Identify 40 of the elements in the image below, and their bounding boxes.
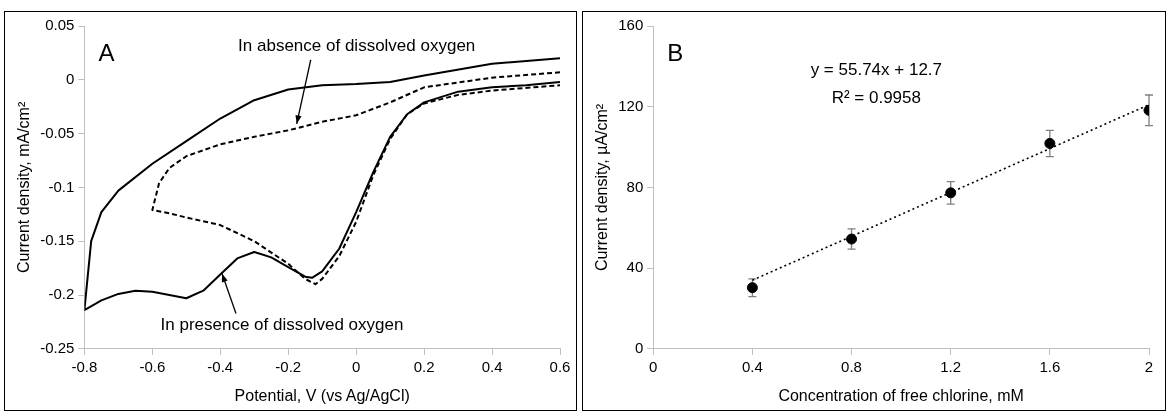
y-tick-label: 0.05 [45, 16, 75, 34]
text: A [98, 38, 115, 66]
y-axis-title: Current density, µA/cm² [593, 103, 611, 271]
x-tick-label: 0.4 [481, 357, 503, 375]
x-tick-label: 1.2 [940, 357, 962, 375]
x-tick-label: 0.8 [841, 357, 862, 375]
x-tick-label: -0.4 [207, 357, 234, 375]
point [846, 233, 858, 245]
annotation: R² = 0.9958 [831, 87, 921, 107]
x-tick-label: 2 [1144, 357, 1154, 375]
annotation: y = 55.74x + 12.7 [810, 59, 943, 79]
y-tick-label: 120 [618, 96, 644, 114]
y-tick-label: 0 [634, 338, 644, 356]
y-tick-label: -0.25 [40, 338, 75, 356]
x-tick-label: 0.6 [549, 357, 571, 375]
y-tick-label: 40 [626, 258, 644, 276]
x-tick-label: 0.4 [741, 357, 763, 375]
x-axis-title: Potential, V (vs Ag/AgCl) [234, 386, 410, 404]
point [746, 282, 758, 294]
y-tick-label: -0.2 [48, 285, 75, 303]
y-tick-label: 0 [66, 69, 75, 87]
y-axis-title: Current density, mA/cm² [15, 101, 33, 274]
text: B [667, 38, 684, 66]
y-tick-label: -0.15 [40, 231, 75, 249]
y-tick-label: -0.1 [48, 177, 75, 195]
x-tick-label: -0.2 [275, 357, 302, 375]
annotation: In presence of dissolved oxygen [160, 315, 404, 335]
y-tick-label: 160 [618, 16, 644, 34]
y-tick-label: -0.05 [40, 123, 75, 141]
point [1044, 137, 1056, 149]
y-tick-label: 80 [626, 177, 644, 195]
annotation: In absence of dissolved oxygen [238, 35, 476, 55]
x-tick-label: -0.6 [139, 357, 166, 375]
point [945, 187, 957, 199]
x-tick-label: -0.8 [71, 357, 98, 375]
x-tick-label: 0 [649, 357, 658, 375]
x-axis-title: Concentration of free chlorine, mM [778, 386, 1024, 404]
x-tick-label: 1.6 [1039, 357, 1061, 375]
x-tick-label: 0 [352, 357, 361, 375]
x-tick-label: 0.2 [413, 357, 435, 375]
